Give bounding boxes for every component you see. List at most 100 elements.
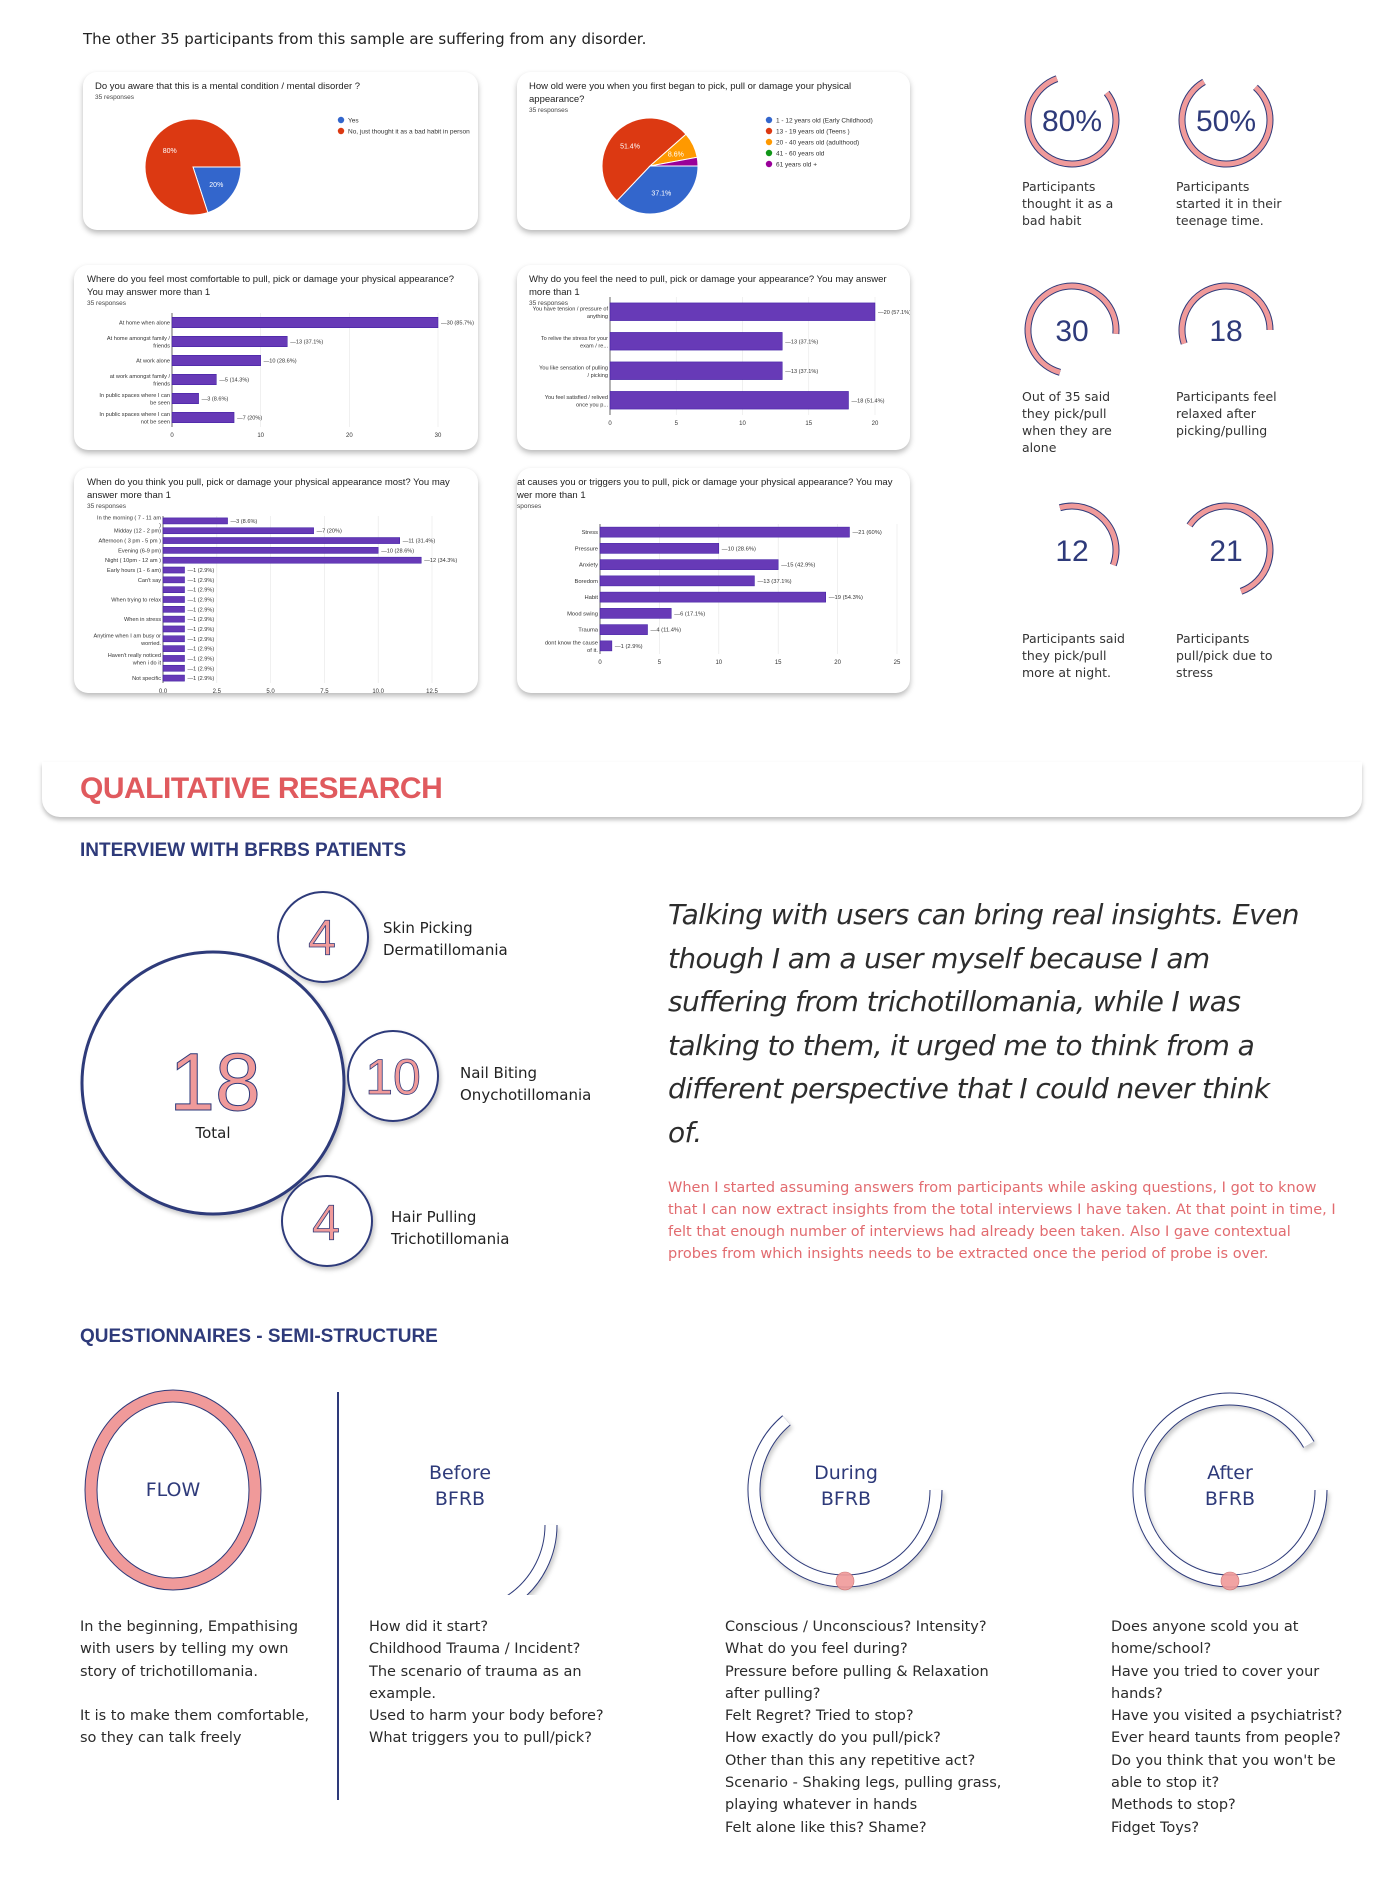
legend-label: Yes (348, 118, 359, 125)
stat-value: 50% (1196, 105, 1256, 138)
bar (162, 625, 185, 633)
category-label: friends (153, 344, 170, 350)
bar (599, 526, 850, 538)
text-line: How did it start? (369, 1619, 489, 1635)
bar-value-label: —19 (54.3%) (829, 595, 863, 601)
bar (609, 332, 783, 351)
stat-caption: Participants pull/pick due to stress (1176, 630, 1306, 681)
category-label: dont know the cause (545, 640, 598, 646)
stage-label-line: BFRB (1204, 1488, 1256, 1510)
bar-value-label: —1 (2.9%) (188, 637, 215, 643)
after-questions: Does anyone scold you at home/school? Have… (1111, 1616, 1371, 1839)
caption-line: thought it as a (1022, 196, 1114, 211)
stat-value: 21 (1209, 535, 1242, 568)
bar-value-label: —6 (17.1%) (674, 611, 705, 617)
caption-line: Out of 35 said (1022, 389, 1111, 404)
flow-label: FLOW (146, 1479, 201, 1501)
chart-responses: 35 responses (529, 300, 569, 307)
text-line: Methods to stop? (1111, 1797, 1236, 1814)
stat-caption: Participants started it in their teenage t… (1176, 178, 1306, 229)
text-line: Ever heard taunts from people? (1111, 1730, 1341, 1747)
legend-marker (765, 160, 773, 168)
text-line: What triggers you to pull/pick? (369, 1730, 592, 1747)
caption-line: Participants (1022, 179, 1096, 194)
text-line: story of trichotillomania. (80, 1663, 258, 1680)
x-tick-label: 15 (775, 660, 782, 666)
text-line: Used to harm your body before? (369, 1708, 604, 1725)
bar-value-label: —1 (2.9%) (188, 598, 215, 604)
bar (162, 655, 185, 662)
caption-line: relaxed after (1176, 406, 1256, 421)
bar-value-label: —20 (57.1%) (878, 310, 910, 316)
stat-value: 18 (1209, 315, 1242, 348)
bar-value-label: —10 (28.6%) (722, 546, 756, 552)
ring-gauge: 21 (1186, 502, 1274, 595)
bar (162, 556, 422, 564)
category-label: Habit (584, 595, 598, 601)
x-tick-label: 20 (872, 421, 879, 427)
caption-line: they pick/pull (1022, 648, 1107, 663)
category-label: In the morning ( 7 - 11 am (97, 515, 161, 521)
bar-value-label: —13 (37.1%) (785, 369, 818, 375)
bar (171, 412, 235, 423)
text-line: so they can talk freely (80, 1730, 242, 1747)
x-tick-label: 20 (834, 660, 841, 666)
x-tick-label: 5 (658, 660, 662, 666)
stat-caption: Participants thought it as a bad habit (1022, 178, 1152, 229)
pie-label: 51.4% (620, 143, 640, 150)
text-line: Have you visited a psychiatrist? (1111, 1708, 1343, 1725)
category-label: Not specific (132, 676, 161, 682)
bar-value-label: —30 (85.7%) (441, 321, 474, 327)
x-tick-label: 30 (435, 433, 442, 439)
text-line: Scenario - Shaking legs, pulling grass, (725, 1775, 1002, 1792)
category-label: Anxiety (579, 563, 598, 569)
text-line: Conscious / Unconscious? Intensity? (725, 1619, 987, 1635)
x-tick-label: 10 (739, 421, 746, 427)
stat-ring-card: 12 Participants said they pick/pull more at… (1022, 500, 1152, 681)
legend-marker (765, 116, 773, 124)
bar-chart-need-reason: 0 5 10 15 20 —20 (57.1%) You have tension / pr… (533, 297, 910, 427)
bar-value-label: —1 (2.9%) (188, 578, 215, 584)
stage-label-after: After BFRB (1180, 1460, 1280, 1512)
ring-gauge: 30 (1024, 282, 1120, 376)
category-label: Haven't really noticed (108, 653, 161, 659)
ring-arc (1179, 283, 1273, 345)
stage-ring (509, 1524, 557, 1595)
bar-chart-time-of-day: 0.0 2.5 5.0 7.5 10.0 12.5 —3 (8.6%) In the morn… (94, 515, 458, 693)
legend-marker (765, 138, 773, 146)
x-tick-label: 2.5 (213, 689, 222, 693)
bar (599, 640, 613, 652)
caption-line: bad habit (1022, 213, 1082, 228)
nail-biting-label: Nail Biting Onychotillomania (460, 1062, 591, 1106)
bar-value-label: —1 (2.9%) (188, 647, 215, 653)
bar (162, 606, 185, 613)
stat-value: 12 (1055, 535, 1088, 568)
bar-value-label: —12 (34.3%) (424, 558, 457, 564)
category-label: not be seen (141, 420, 170, 426)
divider-line-lower (337, 1592, 339, 1800)
text-line: Other than this any repetitive act? (725, 1752, 976, 1769)
bar-value-label: —7 (20%) (237, 416, 262, 422)
category-label: once you p... (576, 402, 608, 408)
bar-value-label: —13 (37.1%) (785, 339, 818, 345)
pie-label: 80% (163, 148, 177, 155)
x-tick-label: 0 (598, 660, 602, 666)
chart-responses: 35 responses (87, 300, 127, 307)
x-tick-label: 10.0 (372, 689, 384, 693)
text-line: example. (369, 1685, 437, 1702)
stat-ring-card: 18 Participants feel relaxed after picking/… (1176, 280, 1306, 439)
text-line: Do you think that you won't be (1111, 1752, 1336, 1769)
bar-value-label: —3 (8.6%) (202, 397, 229, 403)
chart-title: Do you aware that this is a mental condi… (95, 81, 361, 92)
pie-slice (144, 118, 242, 216)
legend-marker (337, 116, 345, 124)
bar (171, 355, 261, 366)
x-tick-label: 7.5 (320, 689, 329, 693)
category-label: when i do it (132, 660, 162, 666)
category-label: In public spaces where I can (99, 412, 170, 418)
bar-value-label: —4 (11.4%) (651, 628, 682, 634)
bar (171, 317, 439, 328)
bar (162, 586, 185, 593)
x-tick-label: 5.0 (266, 689, 275, 693)
stat-caption: Participants feel relaxed after picking/pu… (1176, 388, 1306, 439)
